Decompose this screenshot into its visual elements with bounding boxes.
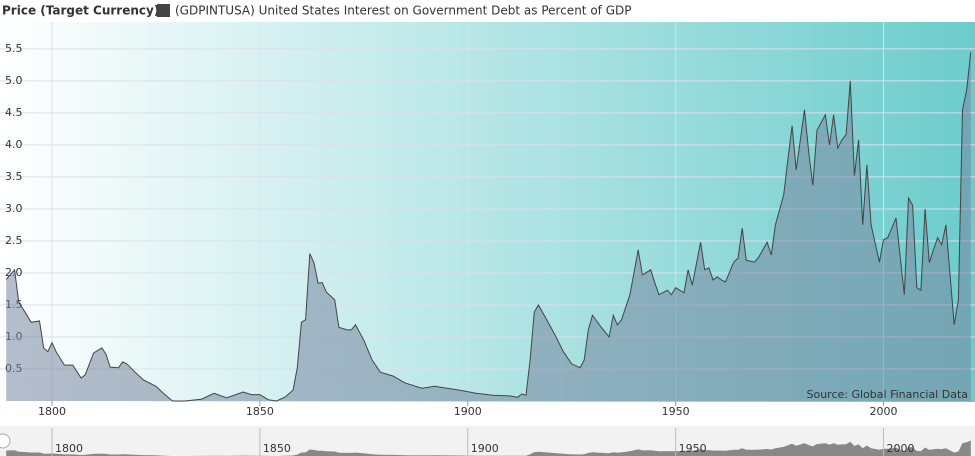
navigator-label: 1900	[471, 442, 499, 455]
y-tick-label: 4.5	[5, 106, 23, 119]
x-tick-label: 1850	[246, 405, 274, 418]
y-tick-label: 5.0	[5, 74, 23, 87]
navigator-label: 1800	[55, 442, 83, 455]
area	[6, 52, 971, 401]
navigator-label: 1850	[263, 442, 291, 455]
navigator-handle[interactable]	[0, 433, 11, 449]
navigator-area	[6, 440, 971, 456]
x-tick-label: 2000	[870, 405, 898, 418]
y-tick-label: 5.5	[5, 42, 23, 55]
x-tick-label: 1950	[662, 405, 690, 418]
y-tick-label: 3.0	[5, 202, 23, 215]
legend-title: Price (Target Currency)	[2, 4, 159, 18]
legend-swatch[interactable]	[157, 4, 170, 17]
navigator-label: 2000	[887, 442, 915, 455]
x-tick-label: 1900	[454, 405, 482, 418]
series-line	[5, 52, 972, 402]
y-tick-label: 4.0	[5, 138, 23, 151]
source-annotation: Source: Global Financial Data	[807, 388, 969, 401]
legend-label[interactable]: (GDPINTUSA) United States Interest on Go…	[175, 4, 631, 18]
y-tick-label: 2.5	[5, 234, 23, 247]
x-tick-label: 1800	[38, 405, 66, 418]
y-tick-label: 3.5	[5, 170, 23, 183]
navigator-label: 1950	[679, 442, 707, 455]
